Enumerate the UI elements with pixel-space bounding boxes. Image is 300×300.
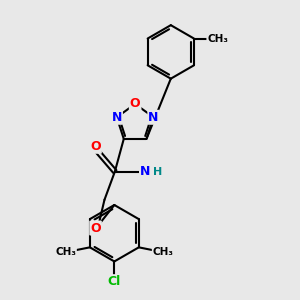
Text: CH₃: CH₃ xyxy=(207,34,228,44)
Text: CH₃: CH₃ xyxy=(153,247,174,257)
Text: N: N xyxy=(140,165,150,178)
Text: H: H xyxy=(153,167,163,177)
Text: O: O xyxy=(90,140,101,153)
Text: O: O xyxy=(90,221,101,235)
Text: O: O xyxy=(130,98,140,110)
Text: Cl: Cl xyxy=(108,275,121,288)
Text: N: N xyxy=(112,111,122,124)
Text: N: N xyxy=(148,111,159,124)
Text: CH₃: CH₃ xyxy=(55,247,76,257)
